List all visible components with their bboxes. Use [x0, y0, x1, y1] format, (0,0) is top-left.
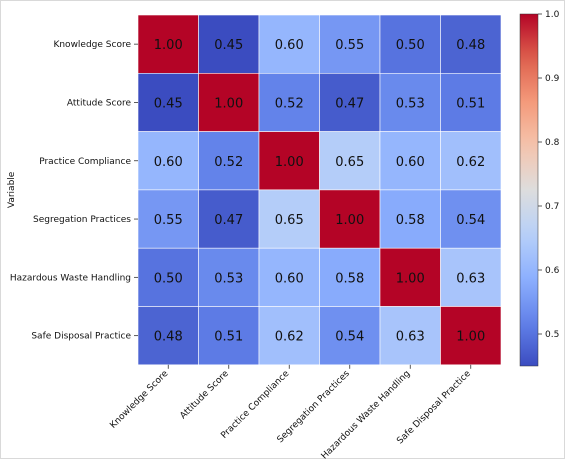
cell-value-label: 1.00: [396, 271, 425, 286]
heatmap-cell: [379, 247, 441, 307]
cell-value-label: 0.62: [275, 330, 304, 345]
cell-value-label: 1.00: [456, 330, 485, 345]
cell-value-label: 0.53: [396, 96, 425, 111]
heatmap-cell: [258, 247, 320, 307]
cell-value-label: 0.60: [275, 38, 304, 53]
cell-value-label: 1.00: [154, 38, 183, 53]
cell-value-label: 0.48: [456, 38, 485, 53]
heatmap-cell: [440, 73, 502, 132]
cell-value-label: 0.60: [275, 271, 304, 286]
cell-value-label: 0.54: [456, 213, 485, 228]
cell-value-label: 0.52: [214, 155, 243, 170]
cell-value-label: 0.50: [396, 38, 425, 53]
heatmap-cell: [137, 306, 199, 366]
heatmap-cell: [440, 189, 502, 249]
cell-value-label: 0.63: [456, 271, 485, 286]
heatmap-cell: [319, 14, 381, 74]
cell-value-label: 1.00: [275, 155, 304, 170]
colorbar-tick-label: 0.7: [545, 202, 559, 212]
y-axis-title: Variable: [7, 171, 17, 208]
colorbar-tick-label: 0.5: [545, 330, 559, 340]
heatmap-cell: [319, 73, 381, 132]
cell-value-label: 0.51: [456, 96, 485, 111]
cell-value-label: 0.58: [396, 213, 425, 228]
heatmap-cell: [379, 189, 441, 249]
heatmap-cell: [258, 189, 320, 249]
heatmap-cell: [198, 73, 260, 132]
heatmap-cell: [379, 306, 441, 366]
heatmap-cell: [198, 189, 260, 249]
cell-value-label: 0.65: [335, 155, 364, 170]
cell-value-label: 0.45: [154, 96, 183, 111]
colorbar-tick-label: 1.0: [545, 10, 560, 20]
cell-value-label: 0.48: [154, 330, 183, 345]
heatmap-cell: [258, 73, 320, 132]
heatmap-cell: [319, 131, 381, 191]
heatmap-cell: [319, 189, 381, 249]
x-tick-label: Knowledge Score: [108, 369, 170, 431]
cell-value-label: 0.58: [335, 271, 364, 286]
y-tick-label: Practice Compliance: [39, 157, 131, 167]
cell-value-label: 0.62: [456, 155, 485, 170]
heatmap-cell: [440, 306, 502, 366]
heatmap-cell: [440, 247, 502, 307]
colorbar-tick-label: 0.6: [545, 266, 560, 276]
cell-value-label: 0.54: [335, 330, 364, 345]
heatmap-cell: [198, 14, 260, 74]
heatmap-cell: [379, 131, 441, 191]
cell-value-label: 0.55: [154, 213, 183, 228]
heatmap-cell: [440, 131, 502, 191]
heatmap-cell: [198, 306, 260, 366]
cell-value-label: 0.55: [335, 38, 364, 53]
heatmap-cell: [137, 14, 199, 74]
cell-value-label: 1.00: [214, 96, 243, 111]
cell-value-label: 0.47: [214, 213, 243, 228]
cell-value-label: 0.60: [396, 155, 425, 170]
y-tick-label: Knowledge Score: [53, 40, 131, 50]
heatmap-cell: [258, 131, 320, 191]
cell-value-label: 1.00: [335, 213, 364, 228]
heatmap-cell: [198, 247, 260, 307]
colorbar: [519, 13, 539, 367]
cell-value-label: 0.50: [154, 271, 183, 286]
cell-value-label: 0.65: [275, 213, 304, 228]
y-tick-label: Attitude Score: [67, 98, 132, 108]
cell-value-label: 0.51: [214, 330, 243, 345]
colorbar-tick-label: 0.8: [545, 138, 560, 148]
y-tick-label: Segregation Practices: [33, 215, 131, 225]
colorbar-tick-label: 0.9: [545, 74, 560, 84]
heatmap-cell: [198, 131, 260, 191]
x-tick-label: Attitude Score: [178, 369, 231, 422]
cell-value-label: 0.53: [214, 271, 243, 286]
cell-value-label: 0.52: [275, 96, 304, 111]
y-tick-label: Hazardous Waste Handling: [10, 273, 131, 283]
cell-value-label: 0.45: [214, 38, 243, 53]
heatmap-cell: [440, 14, 502, 74]
x-tick-label: Practice Compliance: [219, 369, 291, 441]
cell-value-label: 0.60: [154, 155, 183, 170]
heatmap-cell: [137, 131, 199, 191]
heatmap-cell: [319, 247, 381, 307]
y-tick-label: Safe Disposal Practice: [31, 332, 131, 342]
cell-value-label: 0.63: [396, 330, 425, 345]
heatmap-cell: [379, 73, 441, 132]
cell-value-label: 0.47: [335, 96, 364, 111]
